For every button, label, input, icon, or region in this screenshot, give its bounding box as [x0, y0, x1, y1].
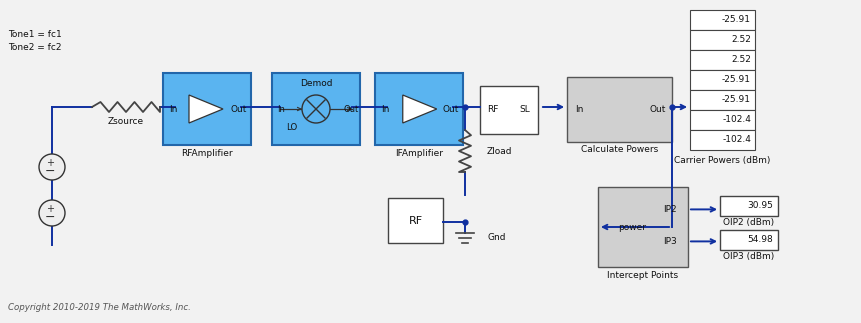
Text: +: +: [46, 204, 54, 214]
Bar: [690, 90, 755, 110]
Circle shape: [302, 95, 330, 123]
Text: IP2: IP2: [663, 205, 677, 214]
Bar: [375, 73, 463, 145]
Polygon shape: [403, 95, 437, 123]
Text: Intercept Points: Intercept Points: [608, 270, 678, 279]
Text: SL: SL: [520, 106, 530, 114]
Text: In: In: [169, 105, 177, 113]
Text: OIP3 (dBm): OIP3 (dBm): [723, 253, 775, 262]
Text: RF: RF: [487, 106, 499, 114]
Text: Out: Out: [231, 105, 247, 113]
Bar: [690, 130, 755, 150]
Text: Calculate Powers: Calculate Powers: [581, 145, 658, 154]
Text: Zsource: Zsource: [108, 118, 144, 127]
Text: In: In: [381, 105, 389, 113]
Text: IFAmplifier: IFAmplifier: [395, 149, 443, 158]
Bar: [272, 73, 360, 145]
Text: 30.95: 30.95: [747, 202, 773, 211]
Text: LO: LO: [286, 122, 297, 131]
Text: +: +: [46, 158, 54, 168]
Text: OIP2 (dBm): OIP2 (dBm): [723, 218, 775, 227]
Text: In: In: [575, 105, 583, 114]
Text: RF: RF: [408, 215, 423, 225]
Text: Carrier Powers (dBm): Carrier Powers (dBm): [674, 155, 771, 164]
Text: RFAmplifier: RFAmplifier: [181, 149, 232, 158]
Text: Demod: Demod: [300, 78, 332, 88]
Text: Gnd: Gnd: [487, 234, 505, 243]
Bar: [720, 196, 778, 216]
Polygon shape: [189, 95, 223, 123]
Bar: [480, 86, 538, 134]
Text: Out: Out: [344, 105, 359, 113]
Text: -25.91: -25.91: [722, 96, 751, 105]
Text: -102.4: -102.4: [722, 136, 751, 144]
Text: Copyright 2010-2019 The MathWorks, Inc.: Copyright 2010-2019 The MathWorks, Inc.: [8, 304, 191, 312]
Bar: [598, 187, 688, 267]
Text: -25.91: -25.91: [722, 16, 751, 25]
Bar: [690, 110, 755, 130]
Text: Out: Out: [650, 105, 666, 114]
Text: 2.52: 2.52: [731, 56, 751, 65]
Bar: [690, 70, 755, 90]
Bar: [690, 10, 755, 30]
Text: -102.4: -102.4: [722, 116, 751, 124]
Bar: [567, 77, 672, 142]
Text: Out: Out: [443, 105, 459, 113]
Circle shape: [39, 200, 65, 226]
Text: power: power: [618, 223, 646, 232]
Bar: [690, 30, 755, 50]
Text: −: −: [45, 211, 55, 224]
Text: Zload: Zload: [487, 148, 512, 157]
Text: -25.91: -25.91: [722, 76, 751, 85]
Bar: [388, 198, 443, 243]
Text: 2.52: 2.52: [731, 36, 751, 45]
Text: Tone1 = fc1
Tone2 = fc2: Tone1 = fc1 Tone2 = fc2: [8, 30, 62, 51]
Text: 54.98: 54.98: [747, 235, 773, 245]
Bar: [690, 50, 755, 70]
Circle shape: [39, 154, 65, 180]
Text: −: −: [45, 164, 55, 178]
Text: IP3: IP3: [663, 237, 677, 246]
Bar: [720, 230, 778, 250]
Bar: [163, 73, 251, 145]
Text: In: In: [277, 105, 285, 113]
